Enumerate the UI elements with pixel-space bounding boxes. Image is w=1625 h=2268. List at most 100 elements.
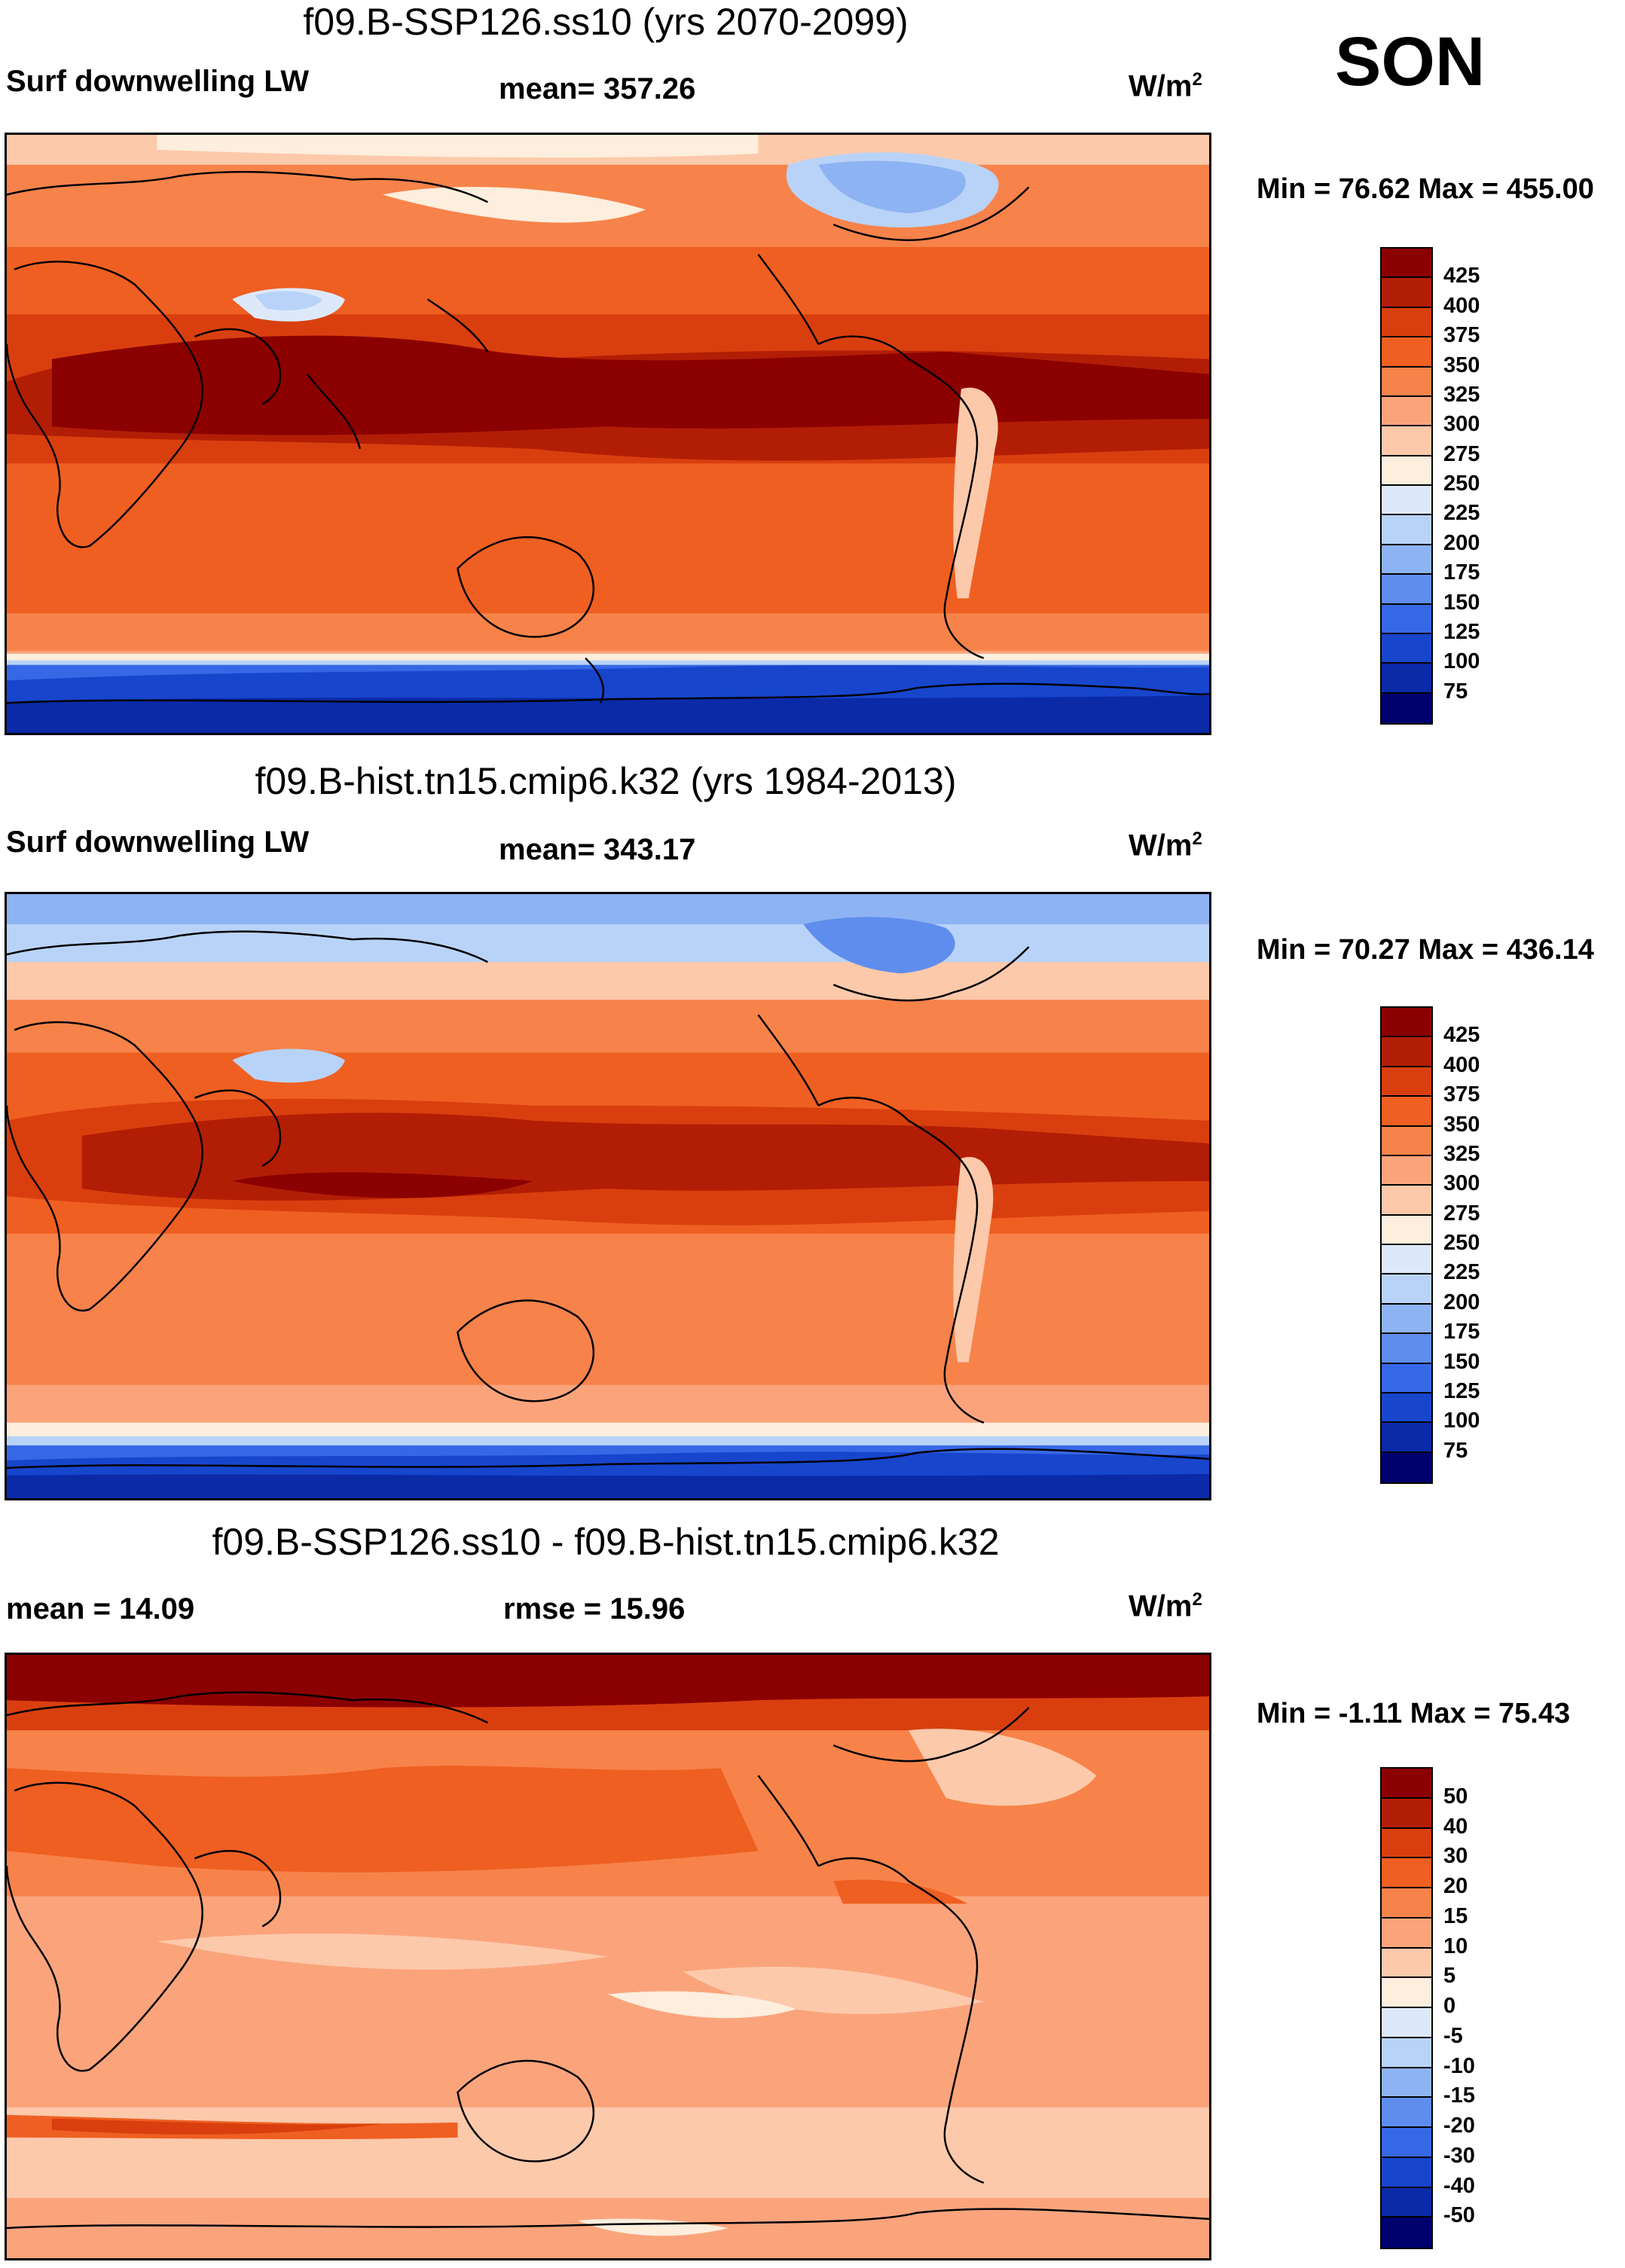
panel3-colorbar-segment	[1382, 2098, 1431, 2128]
panel3-colorbar-tick-label: 20	[1443, 1874, 1468, 1898]
panel2-colorbar-segment	[1382, 1304, 1431, 1335]
panel3-colorbar-tick-label: -5	[1443, 2023, 1463, 2048]
panel2-variable-label: Surf downwelling LW	[6, 826, 310, 859]
panel2-minmax: Min = 70.27 Max = 436.14	[1257, 934, 1594, 966]
panel1-minmax: Min = 76.62 Max = 455.00	[1257, 173, 1594, 205]
panel1-colorbar-segment	[1382, 515, 1431, 545]
panel1-title: f09.B-SSP126.ss10 (yrs 2070-2099)	[303, 1, 909, 43]
panel2-colorbar-segment	[1382, 1067, 1431, 1097]
panel1-mean-label: mean= 357.26	[499, 72, 696, 105]
panel3-colorbar-tick-label: 15	[1443, 1903, 1468, 1928]
panel2-colorbar	[1380, 1006, 1433, 1484]
panel2-colorbar-tick-label: 150	[1443, 1349, 1480, 1374]
panel3-colorbar-segment	[1382, 2128, 1431, 2158]
panel3-colorbar-segment	[1382, 2157, 1431, 2188]
panel3-mean-label: mean = 14.09	[6, 1592, 195, 1625]
panel3-colorbar-tick-label: -30	[1443, 2143, 1475, 2168]
panel3-colorbar-segment	[1382, 1948, 1431, 1979]
panel1-colorbar-segment	[1382, 633, 1431, 664]
panel2-colorbar-tick-label: 350	[1443, 1112, 1480, 1137]
panel1-colorbar-tick-label: 400	[1443, 293, 1480, 318]
panel1-colorbar-tick-label: 300	[1443, 412, 1480, 437]
panel3-colorbar-segment	[1382, 1858, 1431, 1888]
panel1-colorbar-tick-label: 100	[1443, 649, 1480, 674]
panel3-title: f09.B-SSP126.ss10 - f09.B-hist.tn15.cmip…	[212, 1521, 1000, 1563]
panel2-colorbar-segment	[1382, 1008, 1431, 1038]
panel1-variable-label: Surf downwelling LW	[6, 65, 310, 98]
panel1-colorbar-tick-label: 175	[1443, 560, 1480, 585]
panel3-colorbar-segment	[1382, 2008, 1431, 2038]
panel2-colorbar-tick-label: 300	[1443, 1171, 1480, 1196]
panel1-colorbar-tick-label: 325	[1443, 382, 1480, 407]
panel2-colorbar-segment	[1382, 1334, 1431, 1364]
panel3-colorbar	[1380, 1767, 1433, 2249]
panel1-colorbar-tick-label: 275	[1443, 441, 1480, 466]
panel2-colorbar-tick-label: 275	[1443, 1201, 1480, 1226]
panel2-colorbar-tick-label: 100	[1443, 1409, 1480, 1433]
panel1-colorbar-segment	[1382, 693, 1431, 723]
panel1-colorbar-tick-label: 225	[1443, 501, 1480, 526]
panel1-colorbar	[1380, 247, 1433, 725]
panel3-colorbar-segment	[1382, 1769, 1431, 1799]
panel2-colorbar-segment	[1382, 1097, 1431, 1127]
panel2-colorbar-tick-label: 375	[1443, 1082, 1480, 1107]
panel1-map	[5, 133, 1211, 735]
panel3-colorbar-segment	[1382, 2218, 1431, 2248]
panel2-colorbar-tick-label: 200	[1443, 1290, 1480, 1314]
panel1-colorbar-tick-label: 150	[1443, 590, 1480, 615]
panel1-colorbar-segment	[1382, 249, 1431, 279]
panel3-colorbar-segment	[1382, 2187, 1431, 2218]
panel2-colorbar-tick-label: 125	[1443, 1378, 1480, 1403]
panel1-colorbar-tick-label: 375	[1443, 323, 1480, 348]
panel3-colorbar-segment	[1382, 2068, 1431, 2099]
panel1-colorbar-segment	[1382, 367, 1431, 397]
panel3-map-field	[7, 1655, 1209, 2258]
panel1-colorbar-tick-label: 425	[1443, 264, 1480, 288]
panel1-colorbar-tick-label: 200	[1443, 530, 1480, 555]
panel2-colorbar-segment	[1382, 1215, 1431, 1245]
panel1-colorbar-tick-label: 350	[1443, 353, 1480, 377]
panel2-colorbar-segment	[1382, 1155, 1431, 1186]
panel1-colorbar-segment	[1382, 545, 1431, 575]
panel1-colorbar-segment	[1382, 486, 1431, 516]
panel2-colorbar-segment	[1382, 1274, 1431, 1305]
panel1-colorbar-segment	[1382, 575, 1431, 605]
panel3-colorbar-segment	[1382, 1978, 1431, 2008]
panel2-colorbar-segment	[1382, 1037, 1431, 1067]
panel2-units: W/m2	[1129, 829, 1202, 862]
panel2-colorbar-tick-label: 175	[1443, 1320, 1480, 1345]
panel3-units: W/m2	[1129, 1589, 1202, 1623]
panel2-colorbar-tick-label: 325	[1443, 1141, 1480, 1166]
panel3-colorbar-tick-label: 50	[1443, 1784, 1468, 1809]
panel1-colorbar-segment	[1382, 396, 1431, 427]
panel1-colorbar-segment	[1382, 664, 1431, 694]
panel2-map-field	[7, 894, 1209, 1498]
panel3-map	[5, 1653, 1211, 2260]
panel2-colorbar-segment	[1382, 1245, 1431, 1275]
panel3-colorbar-tick-label: 5	[1443, 1964, 1456, 1989]
panel3-colorbar-tick-label: -20	[1443, 2114, 1475, 2138]
panel3-colorbar-tick-label: -15	[1443, 2083, 1475, 2108]
panel1-map-field	[7, 135, 1209, 733]
panel1-colorbar-segment	[1382, 426, 1431, 456]
panel3-colorbar-tick-label: 10	[1443, 1934, 1468, 1958]
panel3-colorbar-tick-label: -50	[1443, 2203, 1475, 2228]
panel3-colorbar-segment	[1382, 2038, 1431, 2068]
panel3-minmax: Min = -1.11 Max = 75.43	[1257, 1698, 1571, 1729]
panel1-colorbar-segment	[1382, 604, 1431, 634]
panel3-colorbar-segment	[1382, 1828, 1431, 1859]
season-label: SON	[1335, 23, 1486, 100]
panel2-colorbar-tick-label: 75	[1443, 1438, 1468, 1463]
panel1-colorbar-segment	[1382, 307, 1431, 338]
panel2-colorbar-segment	[1382, 1186, 1431, 1216]
panel2-map	[5, 892, 1211, 1500]
panel2-colorbar-tick-label: 400	[1443, 1052, 1480, 1077]
panel3-colorbar-tick-label: 0	[1443, 1994, 1456, 2018]
panel2-title: f09.B-hist.tn15.cmip6.k32 (yrs 1984-2013…	[255, 760, 957, 802]
panel1-colorbar-segment	[1382, 337, 1431, 368]
panel3-colorbar-segment	[1382, 1798, 1431, 1829]
panel2-colorbar-tick-label: 225	[1443, 1260, 1480, 1285]
panel2-colorbar-segment	[1382, 1393, 1431, 1424]
panel2-colorbar-tick-label: 425	[1443, 1023, 1480, 1048]
panel1-colorbar-tick-label: 75	[1443, 679, 1468, 704]
